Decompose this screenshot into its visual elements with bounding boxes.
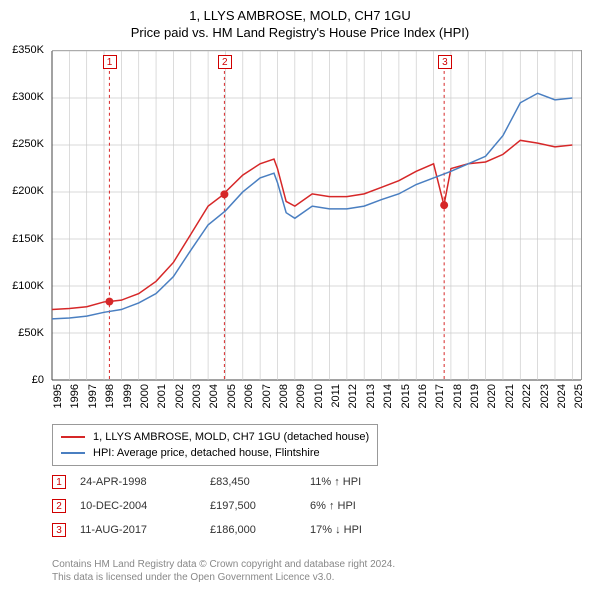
x-tick-label: 2016 bbox=[417, 384, 429, 408]
legend-label: HPI: Average price, detached house, Flin… bbox=[93, 445, 320, 461]
sale-marker-box: 1 bbox=[52, 475, 66, 489]
x-tick-label: 2007 bbox=[261, 384, 273, 408]
x-tick-label: 1995 bbox=[52, 384, 64, 408]
x-tick-label: 2008 bbox=[278, 384, 290, 408]
sale-date: 11-AUG-2017 bbox=[80, 524, 210, 536]
x-tick-label: 2023 bbox=[539, 384, 551, 408]
title-subtitle: Price paid vs. HM Land Registry's House … bbox=[0, 25, 600, 40]
x-tick-label: 1998 bbox=[104, 384, 116, 408]
title-address: 1, LLYS AMBROSE, MOLD, CH7 1GU bbox=[0, 8, 600, 23]
x-tick-label: 2010 bbox=[313, 384, 325, 408]
x-tick-label: 2012 bbox=[347, 384, 359, 408]
sale-price: £186,000 bbox=[210, 524, 310, 536]
x-tick-label: 2017 bbox=[434, 384, 446, 408]
x-tick-label: 1999 bbox=[122, 384, 134, 408]
y-tick-label: £250K bbox=[12, 138, 44, 150]
x-tick-label: 2009 bbox=[295, 384, 307, 408]
x-tick-label: 2011 bbox=[330, 384, 342, 408]
sale-marker-box: 2 bbox=[52, 499, 66, 513]
footer-line1: Contains HM Land Registry data © Crown c… bbox=[52, 558, 395, 571]
sale-delta: 17% ↓ HPI bbox=[310, 524, 410, 536]
y-tick-label: £100K bbox=[12, 280, 44, 292]
x-tick-label: 2005 bbox=[226, 384, 238, 408]
x-tick-label: 2003 bbox=[191, 384, 203, 408]
footer-attribution: Contains HM Land Registry data © Crown c… bbox=[52, 558, 395, 584]
chart-svg bbox=[52, 51, 581, 380]
x-tick-label: 2004 bbox=[208, 384, 220, 408]
x-tick-label: 2001 bbox=[156, 384, 168, 408]
x-tick-label: 2014 bbox=[382, 384, 394, 408]
x-tick-label: 2019 bbox=[469, 384, 481, 408]
x-tick-label: 2006 bbox=[243, 384, 255, 408]
chart-plot-area: 1 2 3 bbox=[52, 50, 582, 380]
sale-marker-box: 3 bbox=[52, 523, 66, 537]
sale-row: 3 11-AUG-2017£186,00017% ↓ HPI bbox=[52, 518, 410, 542]
sale-delta: 11% ↑ HPI bbox=[310, 476, 410, 488]
chart-marker-flag: 3 bbox=[438, 55, 452, 69]
legend-item: HPI: Average price, detached house, Flin… bbox=[61, 445, 369, 461]
y-tick-label: £0 bbox=[32, 374, 44, 386]
chart-marker-flag: 1 bbox=[103, 55, 117, 69]
x-tick-label: 2025 bbox=[573, 384, 585, 408]
x-tick-label: 1996 bbox=[69, 384, 81, 408]
sale-price: £83,450 bbox=[210, 476, 310, 488]
x-tick-label: 2018 bbox=[452, 384, 464, 408]
sale-point-dot bbox=[220, 190, 228, 198]
legend-item: 1, LLYS AMBROSE, MOLD, CH7 1GU (detached… bbox=[61, 429, 369, 445]
y-tick-label: £200K bbox=[12, 185, 44, 197]
chart-marker-flag: 2 bbox=[218, 55, 232, 69]
legend-label: 1, LLYS AMBROSE, MOLD, CH7 1GU (detached… bbox=[93, 429, 369, 445]
sale-price: £197,500 bbox=[210, 500, 310, 512]
sale-row: 2 10-DEC-2004£197,5006% ↑ HPI bbox=[52, 494, 410, 518]
footer-line2: This data is licensed under the Open Gov… bbox=[52, 571, 395, 584]
x-tick-label: 2022 bbox=[521, 384, 533, 408]
x-tick-label: 2024 bbox=[556, 384, 568, 408]
sale-date: 24-APR-1998 bbox=[80, 476, 210, 488]
x-tick-label: 2013 bbox=[365, 384, 377, 408]
y-axis-labels: £0£50K£100K£150K£200K£250K£300K£350K bbox=[0, 50, 48, 380]
y-tick-label: £150K bbox=[12, 233, 44, 245]
sale-point-dot bbox=[440, 201, 448, 209]
legend-swatch bbox=[61, 436, 85, 438]
x-tick-label: 2002 bbox=[174, 384, 186, 408]
x-tick-label: 2021 bbox=[504, 384, 516, 408]
sales-table: 1 24-APR-1998£83,45011% ↑ HPI 2 10-DEC-2004… bbox=[52, 470, 410, 542]
y-tick-label: £50K bbox=[18, 327, 44, 339]
chart-legend: 1, LLYS AMBROSE, MOLD, CH7 1GU (detached… bbox=[52, 424, 378, 466]
sale-delta: 6% ↑ HPI bbox=[310, 500, 410, 512]
y-tick-label: £300K bbox=[12, 91, 44, 103]
x-tick-label: 2020 bbox=[486, 384, 498, 408]
x-tick-label: 2000 bbox=[139, 384, 151, 408]
sale-point-dot bbox=[105, 298, 113, 306]
legend-swatch bbox=[61, 452, 85, 454]
sale-row: 1 24-APR-1998£83,45011% ↑ HPI bbox=[52, 470, 410, 494]
sale-date: 10-DEC-2004 bbox=[80, 500, 210, 512]
x-tick-label: 1997 bbox=[87, 384, 99, 408]
y-tick-label: £350K bbox=[12, 44, 44, 56]
chart-titles: 1, LLYS AMBROSE, MOLD, CH7 1GU Price pai… bbox=[0, 0, 600, 40]
x-tick-label: 2015 bbox=[400, 384, 412, 408]
